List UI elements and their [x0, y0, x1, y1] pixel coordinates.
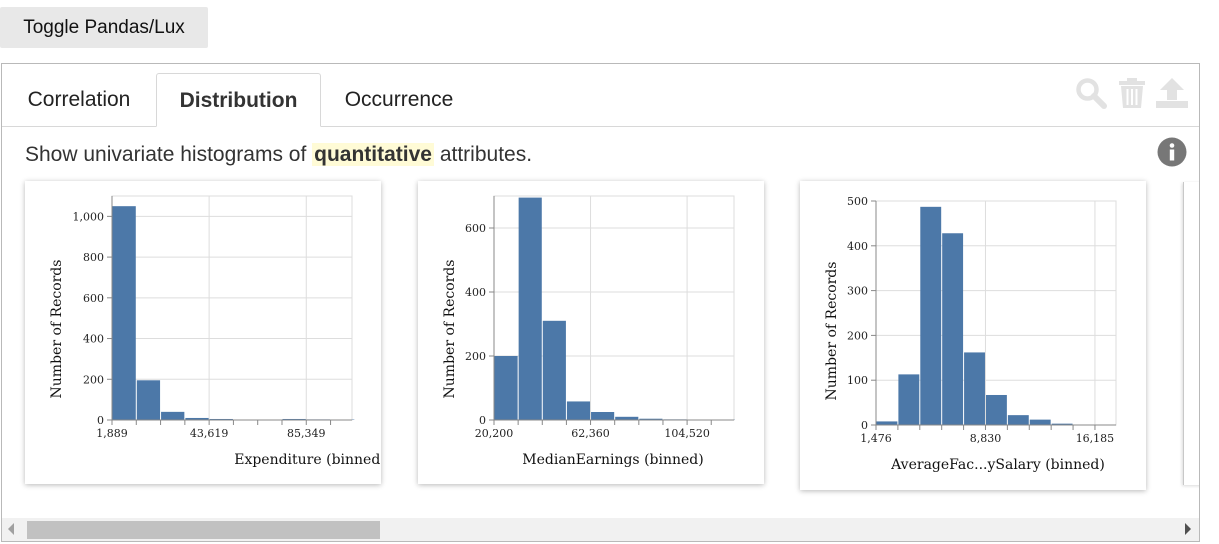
- y-tick-label: 800: [83, 251, 104, 264]
- x-axis-title: MedianEarnings (binned): [522, 452, 703, 468]
- histogram-bar: [185, 417, 209, 420]
- y-tick-label: 600: [83, 292, 104, 305]
- histogram-bar: [898, 374, 920, 425]
- x-axis-title: AverageFac...ySalary (binned): [890, 457, 1105, 473]
- histogram-card-medianearnings[interactable]: 0 200 400 600 20,200 62,360 104,520 MedianEarni…: [418, 181, 764, 484]
- histogram-bar: [494, 356, 518, 420]
- histogram-bar: [639, 418, 663, 420]
- x-tick-label: 16,185: [1076, 432, 1115, 445]
- x-tick-label: 104,520: [664, 427, 710, 440]
- tab-correlation[interactable]: Correlation: [27, 88, 131, 111]
- y-tick-label: 400: [83, 333, 104, 346]
- y-tick-label: 0: [97, 414, 104, 427]
- x-tick-label: 43,619: [190, 427, 229, 440]
- histogram-bar: [964, 352, 985, 425]
- y-axis-title: Number of Records: [824, 262, 840, 401]
- expenditure-histogram: 0 200 400 600 800 1,000 1,889 43,619 85,349 Expen…: [49, 195, 381, 468]
- y-tick-label: 400: [847, 240, 868, 253]
- histogram-bar: [566, 401, 591, 420]
- y-tick-label: 600: [465, 222, 486, 235]
- y-tick-label: 200: [83, 373, 104, 386]
- x-tick-label: 1,476: [860, 432, 892, 445]
- scroll-right-arrow-icon[interactable]: [1183, 522, 1193, 541]
- description-highlight: quantitative: [312, 143, 434, 166]
- histogram-bar: [1051, 423, 1073, 425]
- y-tick-label: 300: [847, 285, 868, 298]
- info-icon[interactable]: [1157, 137, 1187, 167]
- search-icon[interactable]: [1075, 77, 1107, 114]
- upload-icon[interactable]: [1155, 77, 1189, 114]
- averagefacultysalary-histogram: 0 100 200 300 400 500 1,476 8,830 16,185 AverageF…: [824, 195, 1117, 473]
- toggle-pandas-lux-button[interactable]: Toggle Pandas/Lux: [0, 7, 208, 48]
- histogram-bar: [1007, 415, 1029, 425]
- description-text: Show univariate histograms of quantitati…: [25, 143, 532, 167]
- scroll-left-arrow-icon[interactable]: [6, 522, 16, 541]
- y-tick-label: 1,000: [73, 210, 105, 223]
- trash-icon[interactable]: [1118, 77, 1146, 114]
- histogram-bar: [876, 421, 898, 425]
- x-tick-label: 20,200: [475, 427, 514, 440]
- description-suffix: attributes.: [434, 143, 533, 166]
- y-axis-title: Number of Records: [49, 260, 65, 399]
- x-axis-title: Expenditure (binned): [234, 452, 381, 468]
- y-tick-label: 500: [847, 195, 868, 208]
- histogram-bar: [1029, 419, 1051, 425]
- histogram-bar: [282, 418, 306, 420]
- histogram-card-averagefacultysalary[interactable]: 0 100 200 300 400 500 1,476 8,830 16,185 AverageF…: [800, 181, 1146, 490]
- histogram-bar: [112, 206, 136, 420]
- y-tick-label: 0: [479, 414, 486, 427]
- histogram-bar: [615, 416, 639, 420]
- histogram-card-partial[interactable]: [1183, 182, 1199, 485]
- histogram-bar: [542, 320, 566, 420]
- histogram-bar: [942, 233, 964, 425]
- scrollbar-thumb[interactable]: [27, 521, 380, 539]
- histogram-bar: [985, 394, 1007, 425]
- histogram-bar: [518, 197, 542, 420]
- lux-widget: Correlation Distribution Occurrence: [1, 63, 1200, 542]
- x-tick-label: 1,889: [96, 427, 128, 440]
- horizontal-scrollbar[interactable]: [2, 518, 1199, 541]
- y-tick-label: 400: [465, 286, 486, 299]
- x-tick-label: 8,830: [970, 432, 1002, 445]
- medianearnings-histogram: 0 200 400 600 20,200 62,360 104,520 MedianEarni…: [442, 195, 735, 468]
- tab-bar: Correlation Distribution Occurrence: [2, 64, 1199, 127]
- x-tick-label: 85,349: [287, 427, 326, 440]
- x-tick-label: 62,360: [571, 427, 610, 440]
- histogram-bar: [209, 418, 233, 420]
- y-tick-label: 200: [847, 329, 868, 342]
- description-prefix: Show univariate histograms of: [25, 143, 313, 166]
- tab-occurrence[interactable]: Occurrence: [344, 88, 454, 111]
- histogram-bar: [136, 380, 161, 420]
- y-tick-label: 0: [861, 419, 868, 432]
- y-axis-title: Number of Records: [442, 260, 458, 399]
- histogram-card-expenditure[interactable]: 0 200 400 600 800 1,000 1,889 43,619 85,349 Expen…: [25, 181, 381, 484]
- histogram-bar: [591, 412, 615, 420]
- y-tick-label: 200: [465, 350, 486, 363]
- tab-distribution[interactable]: Distribution: [156, 73, 321, 127]
- histogram-bar: [920, 206, 942, 425]
- histogram-bar: [161, 411, 185, 420]
- y-tick-label: 100: [847, 374, 868, 387]
